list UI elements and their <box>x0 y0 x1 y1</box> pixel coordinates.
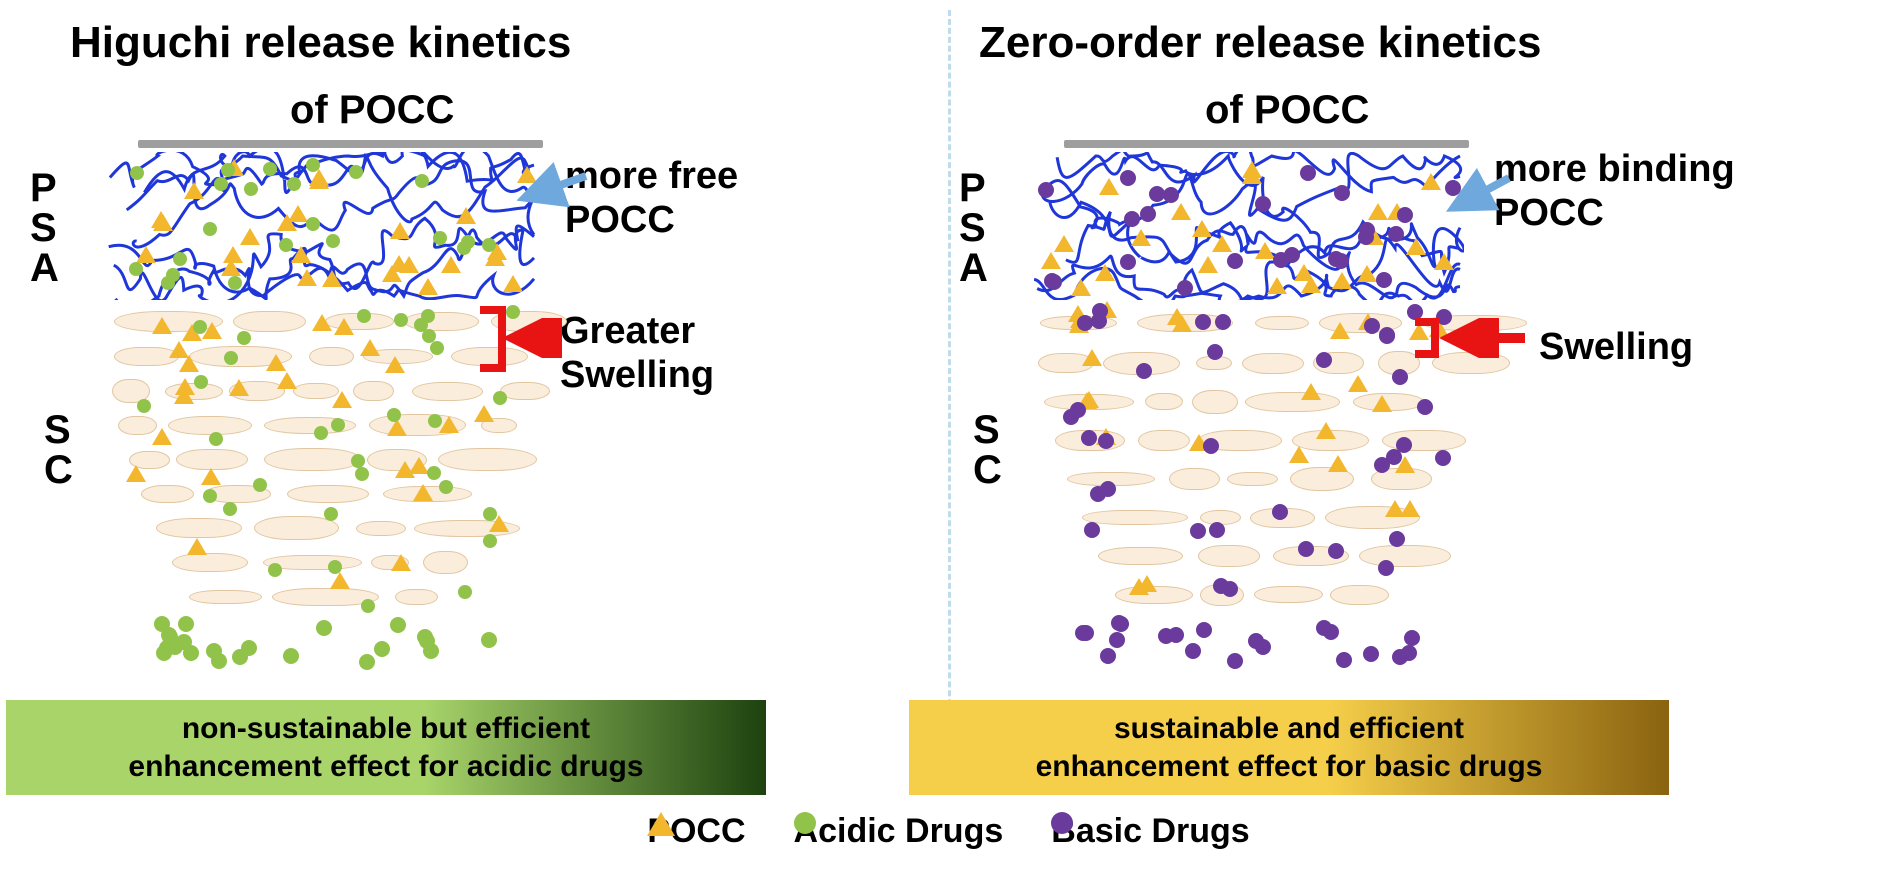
annotation-greater-swelling: GreaterSwelling <box>560 310 714 397</box>
label-psa: PSA <box>30 168 59 288</box>
panel-zero-order: Zero-order release kinetics of POCC more… <box>949 0 1897 780</box>
panel-higuchi: Higuchi release kinetics of POCC more fr… <box>0 0 948 780</box>
legend-label: Acidic Drugs <box>794 812 1004 850</box>
label-sc: SC <box>973 410 1002 490</box>
legend-label: Basic Drugs <box>1051 812 1249 850</box>
banner: non-sustainable but efficientenhancement… <box>6 700 766 795</box>
sc-gap-region <box>1034 304 1464 342</box>
psa-region <box>1034 152 1464 300</box>
panel-title: Higuchi release kinetics <box>70 18 571 68</box>
panel-subtitle: of POCC <box>290 88 454 133</box>
bottom-dots <box>1079 622 1439 672</box>
top-bar <box>138 140 543 148</box>
label-sc: SC <box>44 410 73 490</box>
sc-gap-region <box>108 304 538 374</box>
psa-region <box>108 152 538 300</box>
annotation-more-binding: more bindingPOCC <box>1494 148 1735 235</box>
label-psa: PSA <box>959 168 988 288</box>
panel-title: Zero-order release kinetics <box>979 18 1541 68</box>
sc-region <box>1034 344 1464 614</box>
annotation-swelling: Swelling <box>1539 326 1693 370</box>
panel-subtitle: of POCC <box>1205 88 1369 133</box>
top-bar <box>1064 140 1469 148</box>
legend: POCCAcidic DrugsBasic Drugs <box>0 810 1897 851</box>
sc-region <box>108 374 538 614</box>
bottom-dots <box>150 622 510 672</box>
banner: sustainable and efficientenhancement eff… <box>909 700 1669 795</box>
